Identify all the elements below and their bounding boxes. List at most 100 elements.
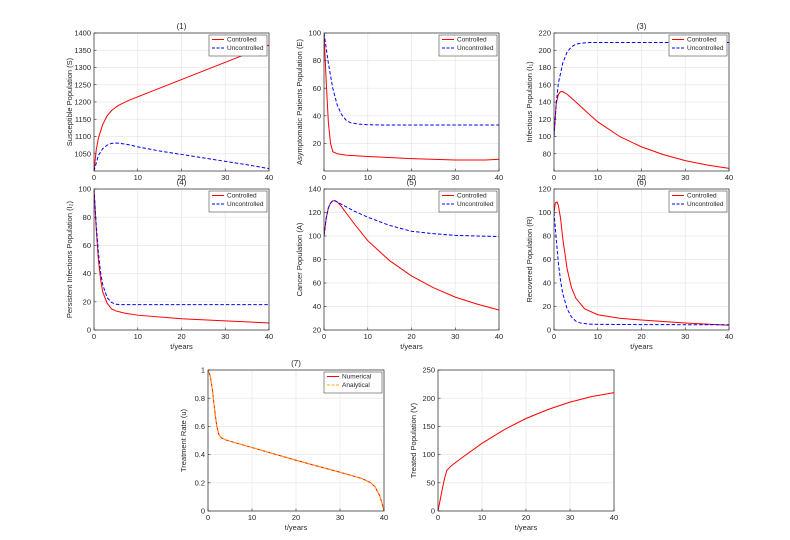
- y-tick-label: 1300: [74, 63, 91, 72]
- x-axis-label: t/years: [170, 342, 193, 351]
- y-tick-label: 140: [538, 98, 551, 107]
- y-tick-label: 40: [313, 302, 321, 311]
- y-tick-label: 1: [201, 366, 205, 375]
- legend-box: [208, 34, 268, 57]
- y-tick-label: 150: [422, 422, 435, 431]
- x-tick-label: 0: [92, 332, 96, 341]
- x-tick-label: 0: [552, 332, 556, 341]
- x-tick-label: 30: [566, 513, 574, 522]
- x-tick-label: 30: [221, 332, 229, 341]
- x-tick-label: 10: [134, 173, 142, 182]
- y-tick-label: 0.8: [195, 394, 205, 403]
- y-tick-label: 100: [538, 132, 551, 141]
- series-line-controlled: [554, 91, 729, 169]
- y-tick-label: 100: [422, 450, 435, 459]
- legend-label: Uncontrolled: [457, 201, 494, 208]
- x-tick-label: 10: [594, 332, 602, 341]
- y-tick-label: 20: [313, 139, 321, 148]
- y-tick-label: 220: [538, 29, 551, 38]
- x-tick-label: 20: [292, 513, 300, 522]
- y-tick-label: 20: [313, 326, 321, 335]
- x-tick-label: 0: [206, 513, 210, 522]
- y-axis-label: Susceptible Population (S): [65, 57, 74, 146]
- x-tick-label: 10: [478, 513, 486, 522]
- legend-label: Controlled: [687, 193, 717, 200]
- series-line-uncontrolled: [324, 33, 499, 126]
- series-line-controlled: [324, 33, 499, 161]
- y-tick-label: 1350: [74, 46, 91, 55]
- x-axis-label: t/years: [630, 342, 653, 351]
- legend-label: Uncontrolled: [457, 45, 494, 52]
- x-tick-label: 0: [322, 173, 326, 182]
- y-tick-label: 100: [308, 232, 321, 241]
- x-tick-label: 10: [248, 513, 256, 522]
- series-line-controlled: [94, 189, 269, 324]
- y-tick-label: 60: [313, 279, 321, 288]
- x-tick-label: 10: [594, 173, 602, 182]
- x-tick-label: 30: [681, 173, 689, 182]
- y-tick-label: 0.2: [195, 478, 205, 487]
- y-tick-label: 200: [538, 46, 551, 55]
- legend-label: Controlled: [457, 193, 487, 200]
- series-line-controlled: [554, 201, 729, 326]
- y-tick-label: 120: [538, 185, 551, 194]
- x-axis-label: t/years: [400, 342, 423, 351]
- y-tick-label: 60: [83, 241, 91, 250]
- y-axis-label: Treated Population (V): [409, 402, 418, 478]
- y-tick-label: 140: [308, 185, 321, 194]
- chart-title: (4): [177, 178, 187, 187]
- x-axis-label: t/years: [515, 523, 538, 532]
- y-tick-label: 100: [308, 29, 321, 38]
- y-tick-label: 60: [313, 84, 321, 93]
- y-axis-label: Cancer Population (A): [295, 222, 304, 296]
- legend-box: [438, 34, 498, 57]
- chart-panel-p6: 0 10 20 30 40 0 20 40 60 80 100 120 (6) t/years Recove…: [525, 178, 733, 351]
- legend-label: Controlled: [227, 37, 257, 44]
- y-tick-label: 200: [422, 394, 435, 403]
- y-tick-label: 0: [87, 326, 91, 335]
- y-tick-label: 0.6: [195, 422, 205, 431]
- y-tick-label: 20: [543, 302, 551, 311]
- y-tick-label: 40: [313, 111, 321, 120]
- series-line-uncontrolled: [94, 142, 269, 171]
- y-tick-label: 160: [538, 80, 551, 89]
- y-tick-label: 1050: [74, 149, 91, 158]
- y-tick-label: 80: [313, 56, 321, 65]
- chart-panel-p8: 0 10 20 30 40 0 50 100 150 200 250 t/years Treated P…: [409, 366, 618, 532]
- y-tick-label: 120: [308, 208, 321, 217]
- y-axis-label: Persistent Infections Population (I₂): [65, 200, 74, 318]
- y-tick-label: 60: [543, 255, 551, 264]
- chart-title: (1): [177, 22, 187, 31]
- y-tick-label: 20: [83, 297, 91, 306]
- y-tick-label: 0: [431, 507, 435, 516]
- y-tick-label: 1400: [74, 29, 91, 38]
- y-tick-label: 250: [422, 366, 435, 375]
- x-tick-label: 20: [637, 332, 645, 341]
- y-axis-label: Asymptomatic Patients Population (E): [295, 39, 304, 165]
- x-tick-label: 20: [177, 332, 185, 341]
- x-tick-label: 40: [495, 173, 503, 182]
- y-axis-label: Treatment Rate (u): [179, 408, 188, 472]
- y-tick-label: 120: [538, 115, 551, 124]
- y-tick-label: 180: [538, 63, 551, 72]
- x-tick-label: 10: [134, 332, 142, 341]
- series-line-treated: [438, 392, 614, 511]
- legend-label: Uncontrolled: [687, 45, 724, 52]
- x-tick-label: 0: [436, 513, 440, 522]
- y-tick-label: 1150: [75, 115, 91, 124]
- legend-label: Controlled: [687, 37, 717, 44]
- x-tick-label: 20: [637, 173, 645, 182]
- y-tick-label: 80: [543, 149, 551, 158]
- y-tick-label: 40: [83, 269, 91, 278]
- y-tick-label: 0: [547, 326, 551, 335]
- x-tick-label: 20: [177, 173, 185, 182]
- legend-box: [668, 190, 728, 213]
- chart-panel-p3: 0 10 20 30 40 80 100 120 140 160 180 200 220 (3) Infec…: [525, 22, 733, 182]
- y-tick-label: 1100: [75, 132, 91, 141]
- chart-panel-p1: 0 10 20 30 40 1050 1100 1150 1200 1250 1300 1350 140…: [65, 22, 273, 182]
